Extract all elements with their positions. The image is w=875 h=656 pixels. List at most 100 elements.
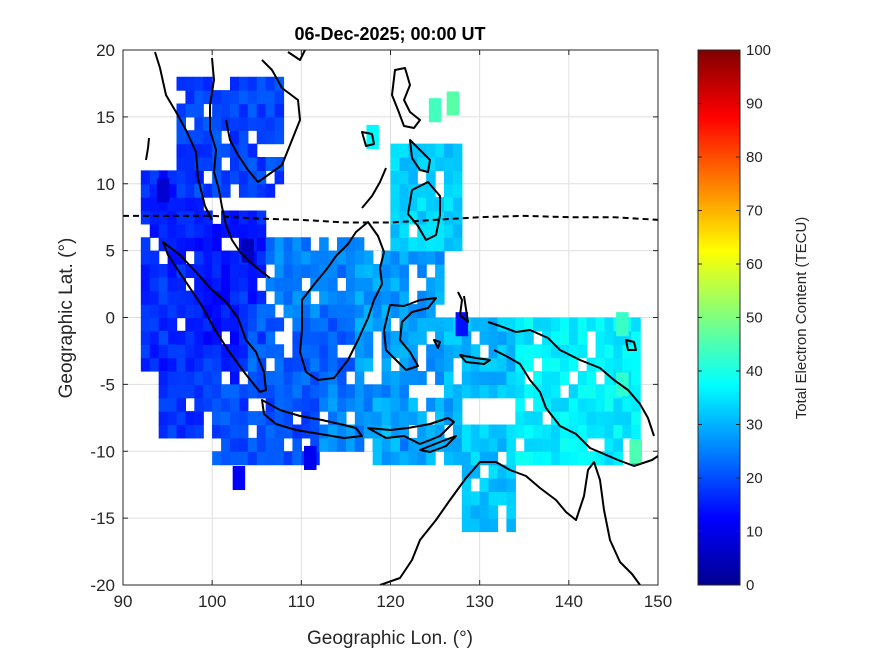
colorbar-tick-label: 100 [746, 42, 771, 59]
colorbar-tick-label: 90 [746, 96, 763, 113]
tec-cell [524, 451, 534, 466]
tec-cell [167, 197, 178, 212]
tec-cell [444, 143, 454, 158]
tec-cell [533, 344, 543, 359]
colorbar-ticks: 0 10 20 30 40 50 60 70 80 90 100 [698, 42, 771, 594]
tec-cell [399, 411, 409, 426]
tec-cell [577, 424, 588, 439]
tec-cell [238, 384, 249, 399]
tec-cell [479, 317, 490, 332]
tec-cell [363, 277, 374, 292]
tec-cell [551, 384, 561, 399]
tec-cell [435, 437, 445, 452]
tec-cell [506, 504, 516, 519]
tec-cell [194, 384, 204, 399]
tec-cell [452, 330, 463, 345]
tec-cell [444, 223, 454, 238]
tec-cell [408, 143, 418, 158]
tec-cell [167, 210, 178, 225]
coastline-visayas [409, 139, 431, 173]
tec-cell [417, 290, 427, 305]
tec-cell [479, 330, 490, 345]
tec-cell [256, 237, 267, 252]
tec-cell [363, 397, 374, 412]
tec-cell [274, 384, 285, 399]
tec-cell [417, 250, 427, 265]
tec-cell [506, 491, 516, 506]
tec-cell [221, 397, 231, 412]
tec-cell [426, 451, 436, 466]
tec-cell [399, 210, 409, 225]
tec-cell [337, 317, 347, 332]
tec-cell [194, 130, 204, 145]
y-tick-label: -5 [100, 375, 115, 394]
tec-cell [452, 143, 463, 158]
tec-cell [551, 330, 561, 345]
tec-cell [274, 237, 285, 252]
tec-cell [381, 451, 392, 466]
tec-cell [613, 451, 623, 466]
tec-cell [479, 451, 490, 466]
tec-cell [631, 397, 641, 412]
tec-cell [577, 371, 588, 385]
tec-cell [203, 210, 213, 225]
tec-cell [452, 384, 463, 399]
tec-cell [354, 344, 365, 359]
tec-cell [247, 210, 258, 225]
tec-cell [372, 384, 383, 399]
tec-cell [176, 384, 187, 399]
tec-cell [345, 250, 356, 265]
tec-cell [345, 357, 356, 372]
tec-cell [488, 344, 499, 359]
x-tick-label: 120 [376, 592, 404, 611]
coastline-new-guinea-south [493, 349, 658, 467]
tec-cell [408, 451, 418, 466]
tec-cell [497, 478, 508, 492]
tec-cell [426, 357, 436, 372]
tec-cell [167, 223, 178, 238]
y-tick-label: 20 [96, 41, 115, 60]
colorbar-title: Total Electron Content (TECU) [793, 217, 810, 420]
tec-cell [426, 183, 436, 198]
tec-cell [337, 330, 347, 345]
tec-cell [247, 223, 258, 238]
tec-cell [238, 90, 249, 105]
tec-cell [212, 264, 222, 278]
tec-cell [301, 344, 311, 359]
tec-cell [292, 357, 302, 372]
tec-cell [149, 210, 160, 225]
tec-cell [194, 424, 204, 439]
tec-cell [354, 290, 365, 305]
tec-cell [452, 451, 463, 466]
tec-cell [265, 330, 276, 345]
tec-cell [310, 437, 320, 452]
tec-cell [265, 424, 276, 439]
tec-cell [390, 384, 401, 399]
tec-cell [577, 330, 588, 345]
tec-cell [390, 264, 401, 278]
tec-cell [372, 411, 383, 426]
tec-cell [390, 411, 401, 426]
tec-cell [399, 250, 409, 265]
tec-cell [149, 344, 160, 359]
tec-cell [140, 183, 151, 198]
tec-cell [479, 437, 490, 452]
tec-cell [265, 304, 276, 319]
colorbar-tick-label: 70 [746, 203, 763, 220]
tec-cell [221, 344, 231, 359]
tec-cell [212, 371, 222, 385]
coastline-seram [459, 354, 491, 365]
tec-cell [479, 518, 490, 533]
tec-cell [176, 103, 187, 118]
tec-cell [167, 330, 178, 345]
tec-cell [194, 397, 204, 412]
tec-cell [256, 103, 267, 118]
tec-cell [595, 411, 606, 426]
tec-cell [221, 90, 231, 105]
tec-cell [461, 371, 472, 385]
tec-cell [417, 183, 427, 198]
tec-cell [577, 437, 588, 452]
tec-cell [247, 277, 258, 292]
tec-cell [399, 170, 409, 185]
tec-cell [568, 437, 579, 452]
